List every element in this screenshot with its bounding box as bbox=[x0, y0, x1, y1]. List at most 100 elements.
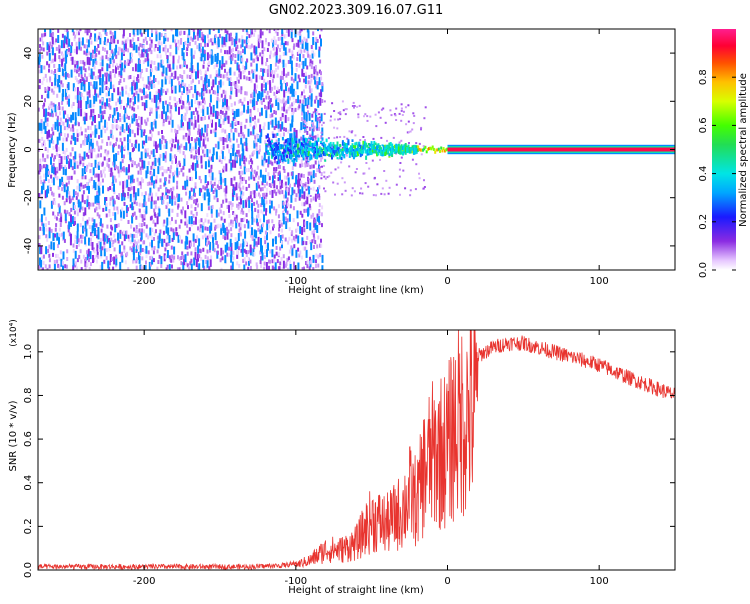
heatmap-cell bbox=[319, 59, 322, 64]
heatmap-cell bbox=[276, 161, 279, 165]
heatmap-cell bbox=[162, 47, 165, 52]
heatmap-cell bbox=[285, 73, 288, 78]
heatmap-cell bbox=[186, 263, 189, 268]
heatmap-cell bbox=[248, 34, 251, 39]
heatmap-cell bbox=[243, 39, 246, 44]
heatmap-cell bbox=[63, 238, 66, 243]
heatmap-cell bbox=[113, 256, 116, 265]
heatmap-cell bbox=[48, 227, 51, 232]
heatmap-cell bbox=[397, 149, 400, 154]
heatmap-cell bbox=[309, 62, 312, 67]
heatmap-cell bbox=[112, 69, 115, 73]
heatmap-cell bbox=[220, 65, 223, 70]
heatmap-cell bbox=[265, 159, 268, 163]
heatmap-cell bbox=[243, 217, 246, 222]
heatmap-cell bbox=[242, 238, 245, 247]
heatmap-cell bbox=[50, 241, 53, 250]
heatmap-cell bbox=[101, 67, 104, 72]
heatmap-cell bbox=[282, 68, 285, 76]
heatmap-cell bbox=[153, 121, 156, 126]
heatmap-cell bbox=[251, 210, 254, 219]
heatmap-cell bbox=[164, 154, 167, 159]
heatmap-cell bbox=[441, 149, 444, 153]
heatmap-cell bbox=[109, 186, 112, 190]
heatmap-cell bbox=[78, 37, 81, 42]
heatmap-cell bbox=[318, 203, 321, 208]
heatmap-cell bbox=[344, 113, 347, 116]
heatmap-cell bbox=[129, 193, 132, 202]
heatmap-cell bbox=[158, 233, 161, 241]
heatmap-cell bbox=[56, 259, 59, 264]
heatmap-cell bbox=[335, 151, 338, 157]
heatmap-cell bbox=[301, 91, 303, 96]
heatmap-cell bbox=[315, 189, 318, 192]
heatmap-cell bbox=[222, 211, 225, 216]
heatmap-cell bbox=[247, 220, 250, 229]
heatmap-cell bbox=[40, 122, 43, 131]
heatmap-cell bbox=[137, 37, 140, 42]
heatmap-cell bbox=[255, 46, 258, 55]
heatmap-cell bbox=[267, 121, 270, 130]
heatmap-cell bbox=[274, 159, 276, 164]
heatmap-cell bbox=[52, 131, 55, 136]
heatmap-cell bbox=[260, 256, 263, 260]
heatmap-cell bbox=[424, 145, 427, 149]
heatmap-cell bbox=[95, 37, 98, 42]
heatmap-cell bbox=[265, 200, 268, 205]
heatmap-cell bbox=[309, 148, 312, 151]
heatmap-cell bbox=[396, 149, 399, 153]
heatmap-cell bbox=[72, 83, 75, 92]
heatmap-cell bbox=[330, 115, 332, 118]
heatmap-cell bbox=[369, 150, 372, 154]
heatmap-cell bbox=[312, 37, 315, 45]
heatmap-cell bbox=[297, 50, 300, 55]
heatmap-cell bbox=[154, 205, 157, 210]
heatmap-cell bbox=[352, 149, 355, 153]
heatmap-cell bbox=[177, 148, 180, 152]
heatmap-cell bbox=[149, 242, 152, 247]
heatmap-cell bbox=[90, 32, 92, 37]
heatmap-cell bbox=[188, 227, 191, 232]
heatmap-cell bbox=[202, 38, 205, 43]
heatmap-cell bbox=[320, 131, 323, 134]
heatmap-cell bbox=[253, 32, 256, 37]
heatmap-cell bbox=[261, 56, 264, 65]
heatmap-cell bbox=[55, 46, 58, 51]
heatmap-cell bbox=[150, 60, 153, 65]
heatmap-cell bbox=[231, 108, 234, 113]
heatmap-cell bbox=[130, 175, 132, 184]
heatmap-cell bbox=[362, 150, 365, 154]
heatmap-cell bbox=[186, 236, 189, 245]
heatmap-cell bbox=[206, 235, 209, 240]
heatmap-cell bbox=[172, 186, 175, 191]
heatmap-cell bbox=[291, 29, 293, 32]
heatmap-cell bbox=[193, 192, 196, 197]
heatmap-cell bbox=[288, 138, 291, 147]
heatmap-cell bbox=[243, 160, 246, 164]
heatmap-cell bbox=[374, 113, 377, 116]
heatmap-cell bbox=[144, 201, 147, 206]
heatmap-cell bbox=[166, 264, 169, 269]
heatmap-cell bbox=[71, 196, 74, 201]
heatmap-cell bbox=[105, 234, 108, 239]
heatmap-cell bbox=[266, 181, 268, 186]
heatmap-cell bbox=[77, 100, 80, 109]
heatmap-cell bbox=[97, 254, 100, 259]
heatmap-cell bbox=[63, 184, 66, 193]
heatmap-cell bbox=[38, 122, 41, 131]
heatmap-cell bbox=[261, 223, 264, 228]
heatmap-cell bbox=[281, 75, 284, 80]
heatmap-cell bbox=[298, 140, 301, 144]
heatmap-cell bbox=[291, 142, 294, 146]
heatmap-cell bbox=[45, 227, 48, 232]
heatmap-cell bbox=[65, 264, 68, 269]
heatmap-cell bbox=[72, 189, 75, 198]
heatmap-cell bbox=[269, 249, 272, 254]
heatmap-cell bbox=[279, 172, 281, 181]
heatmap-cell bbox=[291, 54, 294, 59]
heatmap-cell bbox=[446, 147, 449, 151]
heatmap-cell bbox=[367, 143, 370, 146]
heatmap-cell bbox=[83, 61, 86, 66]
heatmap-cell bbox=[284, 47, 287, 56]
heatmap-cell bbox=[294, 151, 297, 155]
